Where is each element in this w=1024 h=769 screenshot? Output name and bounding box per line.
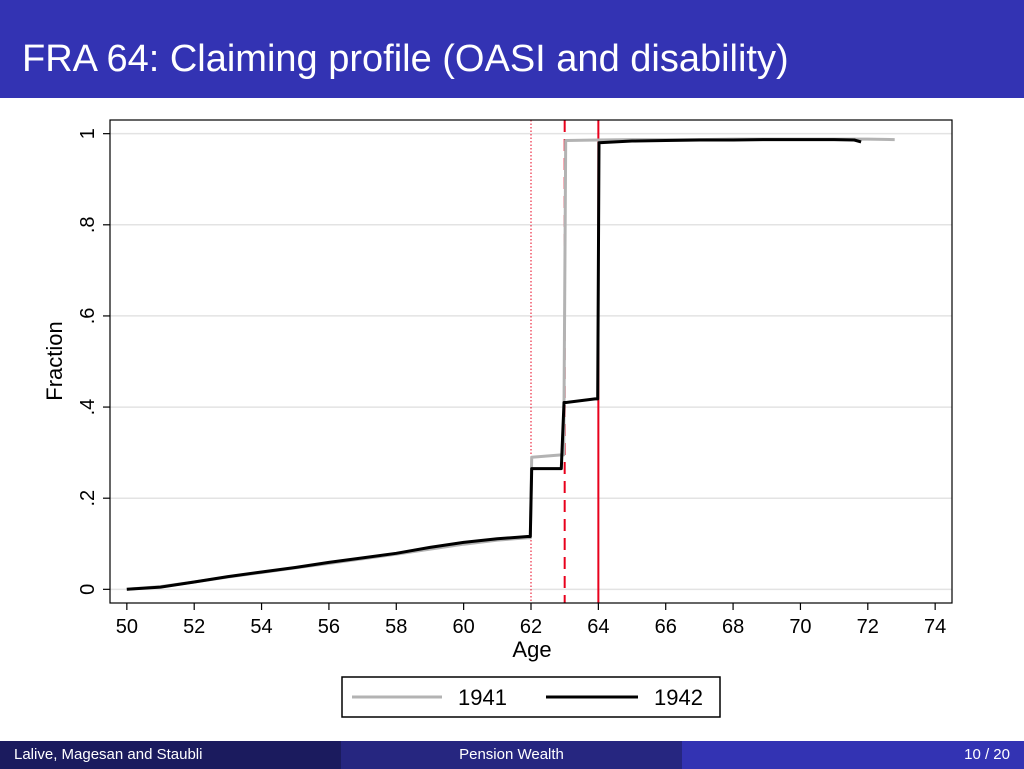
legend-label-1942: 1942 [654,685,703,710]
chart-container: 50 52 54 56 58 60 62 64 66 68 70 72 74 0 .2 .4 .6 .8 1 Age… [0,98,1024,741]
x-tick-label-11: 72 [857,616,879,638]
x-tick-label-9: 68 [722,616,744,638]
x-tick-label-0: 50 [116,616,138,638]
y-tick-label-3: .6 [77,308,99,325]
x-axis-label: Age [512,637,551,662]
x-tick-label-5: 60 [453,616,475,638]
y-tick-label-2: .4 [77,399,99,416]
footer-topic: Pension Wealth [341,741,682,769]
x-tick-label-10: 70 [789,616,811,638]
legend: 1941 1942 [341,676,721,718]
y-tick-label-1: .2 [77,490,99,507]
title-bar: FRA 64: Claiming profile (OASI and disab… [0,0,1024,98]
x-tick-label-7: 64 [587,616,609,638]
y-tick-label-4: .8 [77,216,99,233]
y-tick-label-5: 1 [77,128,99,139]
claiming-profile-chart: 50 52 54 56 58 60 62 64 66 68 70 72 74 0 .2 .4 .6 .8 1 Age… [0,98,1024,741]
x-tick-label-2: 54 [250,616,272,638]
x-tick-label-8: 66 [655,616,677,638]
slide-title: FRA 64: Claiming profile (OASI and disab… [22,38,789,80]
legend-label-1941: 1941 [458,685,507,710]
footer-authors: Lalive, Magesan and Staubli [0,741,341,769]
x-tick-label-12: 74 [924,616,946,638]
x-tick-label-4: 58 [385,616,407,638]
series-line-1942 [126,138,862,591]
footer: Lalive, Magesan and Staubli Pension Weal… [0,741,1024,769]
y-tick-label-0: 0 [77,584,99,595]
footer-page-number: 10 / 20 [682,741,1024,769]
x-tick-label-6: 62 [520,616,542,638]
x-tick-label-3: 56 [318,616,340,638]
y-axis-label: Fraction [42,321,67,400]
x-tick-label-1: 52 [183,616,205,638]
